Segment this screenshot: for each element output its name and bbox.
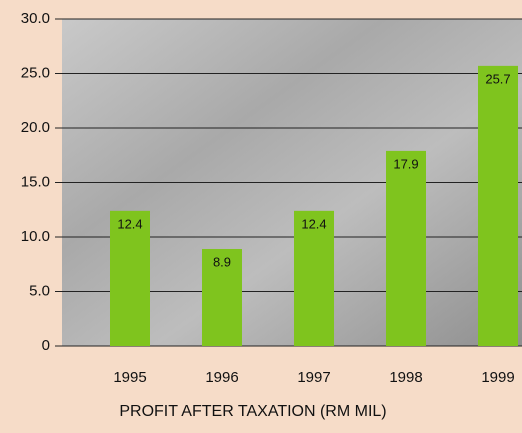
x-tick-label: 1998: [389, 369, 422, 386]
x-tick-label: 1995: [113, 369, 146, 386]
y-tick-label: 0: [42, 337, 50, 354]
data-label: 17.9: [393, 156, 418, 171]
y-tick-label: 15.0: [21, 173, 50, 190]
data-label: 25.7: [485, 71, 510, 86]
chart: PROFIT AFTER TAXATION (RM MIL) 0 5.0 10.0 1…: [0, 0, 522, 433]
data-label: 12.4: [301, 216, 326, 231]
y-tick-label: 30.0: [21, 10, 50, 27]
y-tick-label: 5.0: [29, 282, 50, 299]
x-tick-label: 1999: [481, 369, 514, 386]
bar: [478, 66, 518, 346]
x-tick-label: 1997: [297, 369, 330, 386]
y-tick-label: 25.0: [21, 64, 50, 81]
y-tick-label: 20.0: [21, 119, 50, 136]
y-tick-label: 10.0: [21, 228, 50, 245]
x-tick-label: 1996: [205, 369, 238, 386]
bar: [386, 151, 426, 346]
data-label: 12.4: [117, 216, 142, 231]
data-label: 8.9: [213, 254, 231, 269]
x-axis-title: PROFIT AFTER TAXATION (RM MIL): [119, 403, 386, 420]
